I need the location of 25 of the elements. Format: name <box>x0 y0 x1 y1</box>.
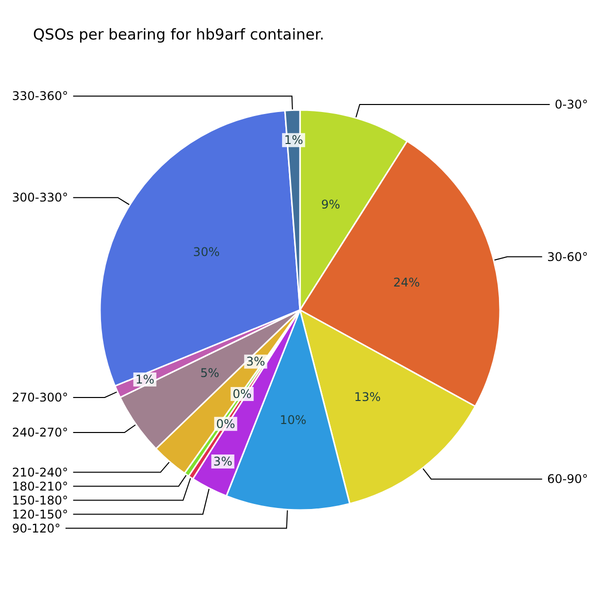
data-label: 24% <box>393 276 420 290</box>
slice-label: 120-150° <box>12 507 68 522</box>
data-label: 1% <box>284 133 304 148</box>
data-label: 1% <box>135 372 154 386</box>
data-label: 3% <box>213 454 232 468</box>
data-label: 3% <box>246 354 266 369</box>
slice-label: 210-240° <box>12 465 68 480</box>
slice-label: 300-330° <box>12 190 68 205</box>
chart-title: QSOs per bearing for hb9arf container. <box>33 26 324 44</box>
slice-label: 150-180° <box>12 493 68 508</box>
data-label: 13% <box>354 390 381 404</box>
data-label: 30% <box>193 245 220 260</box>
data-label: 0% <box>232 387 252 401</box>
slice-label: 330-360° <box>12 89 68 104</box>
slice-label: 0-30° <box>554 97 588 112</box>
slice-label: 90-120° <box>12 521 61 536</box>
slice-label: 270-300° <box>12 390 68 404</box>
data-label: 5% <box>200 366 220 380</box>
slice-label: 30-60° <box>547 250 588 264</box>
slice-label: 180-210° <box>12 479 68 494</box>
data-label: 0% <box>216 416 236 431</box>
data-label: 9% <box>321 197 340 212</box>
slice-label: 240-270° <box>12 426 68 440</box>
data-label: 10% <box>280 412 306 427</box>
slice-label: 60-90° <box>547 472 588 486</box>
